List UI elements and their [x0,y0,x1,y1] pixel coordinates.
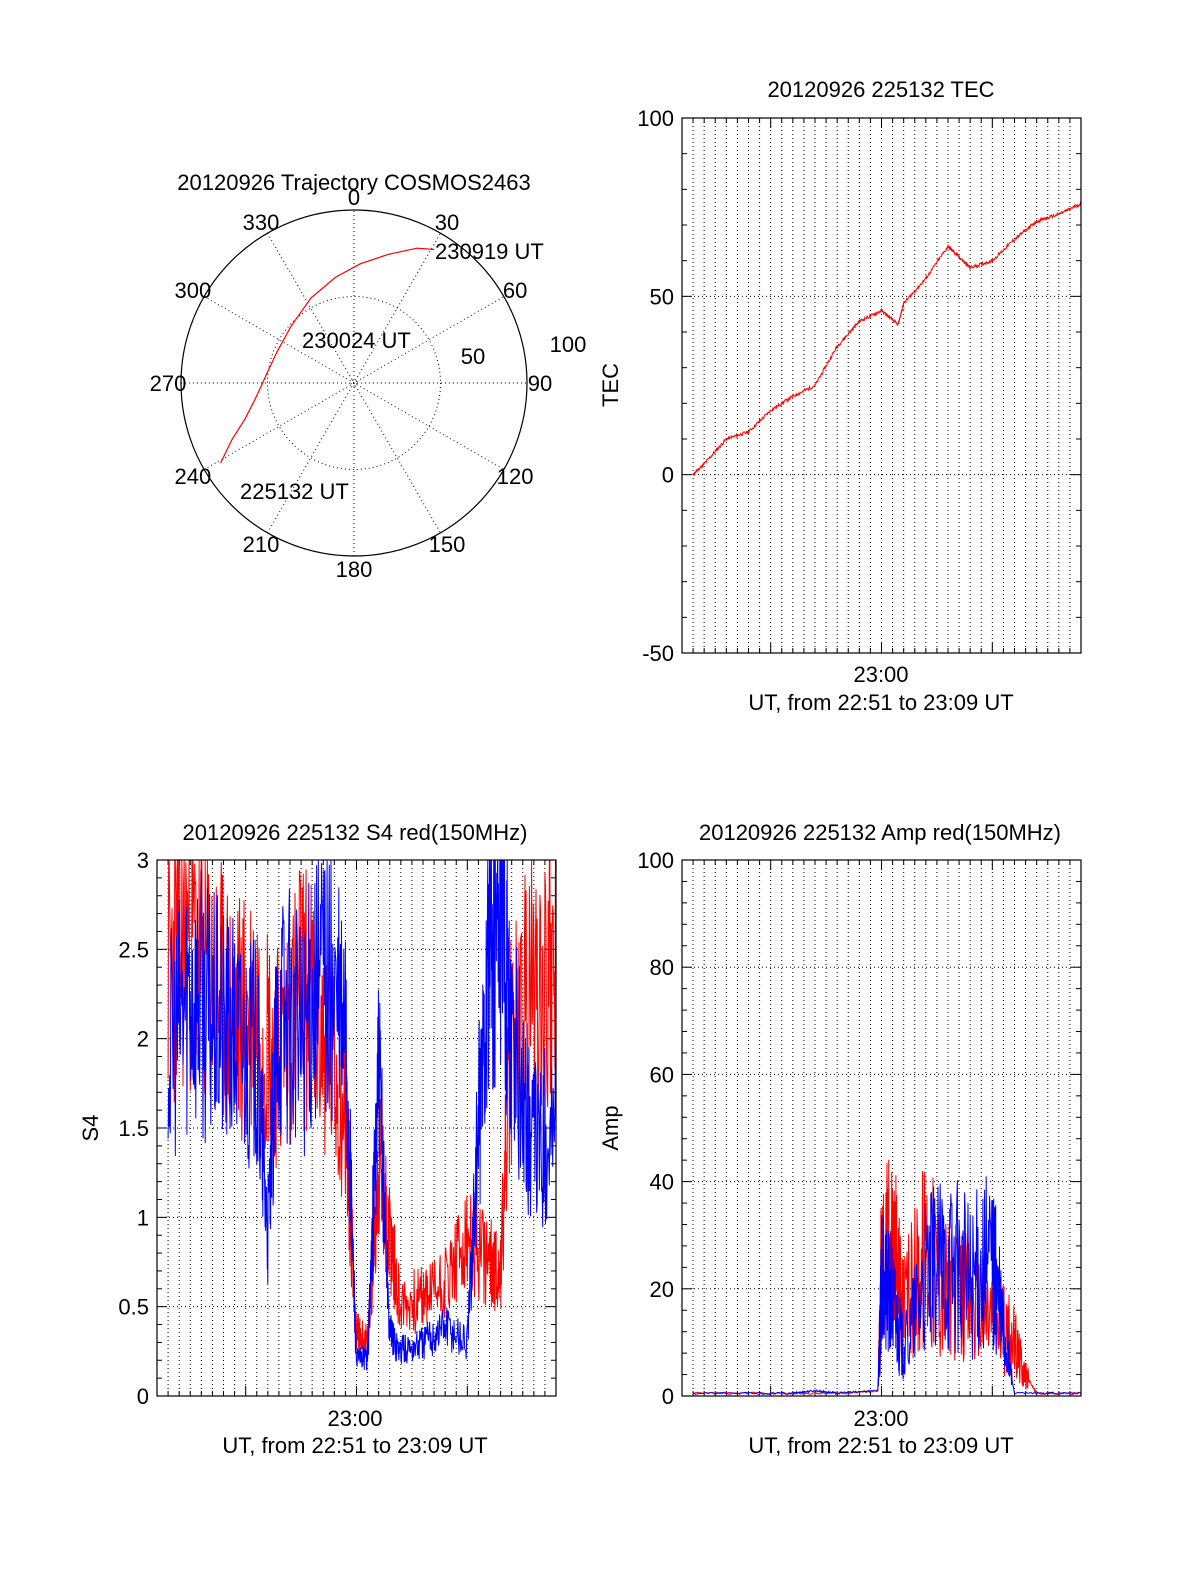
amp-title: 20120926 225132 Amp red(150MHz) [699,820,1061,845]
s4-y-tick-label: 1 [137,1205,149,1230]
amp-plot-frame [681,859,1082,1397]
polar-azimuth-label: 300 [175,278,212,303]
s4-panel: 20120926 225132 S4 red(150MHz) 0 0.5 1 1.5 2… [78,820,557,1458]
polar-azimuth-label: 60 [503,278,527,303]
s4-x-axis-label: UT, from 22:51 to 23:09 UT [222,1433,487,1458]
tec-series-red-line [692,201,1082,477]
s4-y-tick-labels: 0 0.5 1 1.5 2 2.5 3 [118,848,149,1409]
tec-y-tick-label: 100 [637,106,674,131]
amp-y-tick-label: 20 [650,1277,674,1302]
polar-azimuth-label: 330 [243,210,280,235]
s4-y-tick-label: 3 [137,848,149,873]
s4-plot-frame [156,859,557,1397]
s4-y-tick-label: 1.5 [118,1116,149,1141]
polar-azimuth-label: 240 [175,464,212,489]
amp-grid [681,859,1082,1397]
polar-radial-label-50: 50 [461,344,485,369]
tec-series [692,201,1082,477]
amp-series [692,1159,1082,1396]
annotation-end-time: 230919 UT [435,239,544,264]
polar-trajectory-panel: 20120926 Trajectory COSMOS2463 0 30 60 90 12… [150,170,587,582]
amp-y-tick-label: 80 [650,955,674,980]
polar-azimuth-label: 30 [435,210,459,235]
polar-azimuth-label: 210 [243,532,280,557]
amp-series-red-line [693,1159,1082,1396]
tec-x-axis-label: UT, from 22:51 to 23:09 UT [748,690,1013,715]
polar-azimuth-label: 180 [336,557,373,582]
polar-title: 20120926 Trajectory COSMOS2463 [177,170,530,195]
polar-outer-circle [180,209,528,557]
trajectory-line [219,247,435,464]
tec-y-axis-label: TEC [598,363,623,407]
s4-y-tick-label: 0 [137,1384,149,1409]
tec-y-tick-labels: -50 0 50 100 [637,106,674,666]
annotation-start-time: 225132 UT [240,479,349,504]
amp-series-blue-line [692,1176,1082,1395]
tec-y-tick-label: 0 [662,463,674,488]
s4-series-blue-line [167,859,557,1372]
polar-radial-label-100: 100 [550,332,587,357]
amp-y-tick-label: 40 [650,1170,674,1195]
polar-grid-circle-50 [267,296,441,470]
tec-panel: 20120926 225132 TEC -50 0 50 100 23:00 UT, … [598,77,1082,715]
amp-y-axis-label: Amp [598,1105,623,1150]
s4-title: 20120926 225132 S4 red(150MHz) [183,820,528,845]
polar-azimuth-label: 0 [348,185,360,210]
polar-azimuth-label: 150 [429,532,466,557]
amp-y-tick-label: 0 [662,1384,674,1409]
s4-y-axis-label: S4 [78,1115,103,1142]
polar-azimuth-label: 90 [528,371,552,396]
s4-y-tick-label: 2 [137,1027,149,1052]
amp-y-tick-label: 100 [637,848,674,873]
tec-x-tick-label: 23:00 [853,662,908,687]
amp-y-tick-label: 60 [650,1062,674,1087]
s4-series [167,859,557,1372]
polar-azimuth-label: 120 [497,464,534,489]
polar-grid-spoke [267,232,441,534]
tec-y-tick-label: 50 [650,284,674,309]
polar-azimuth-label: 270 [150,371,187,396]
s4-y-tick-label: 0.5 [118,1295,149,1320]
amp-x-tick-label: 23:00 [853,1406,908,1431]
tec-plot-frame [681,117,1082,654]
polar-azimuth-labels: 0 30 60 90 120 150 180 210 240 270 300 330 [150,185,553,582]
amp-x-axis-label: UT, from 22:51 to 23:09 UT [748,1433,1013,1458]
annotation-mid-time: 230024 UT [302,328,411,353]
tec-y-tick-label: -50 [642,641,674,666]
amp-panel: 20120926 225132 Amp red(150MHz) 0 20 40 60 8… [598,820,1082,1458]
tec-grid [681,117,1082,654]
amp-y-tick-labels: 0 20 40 60 80 100 [637,848,674,1409]
s4-x-tick-label: 23:00 [327,1406,382,1431]
tec-title: 20120926 225132 TEC [767,77,994,102]
s4-y-tick-label: 2.5 [118,937,149,962]
